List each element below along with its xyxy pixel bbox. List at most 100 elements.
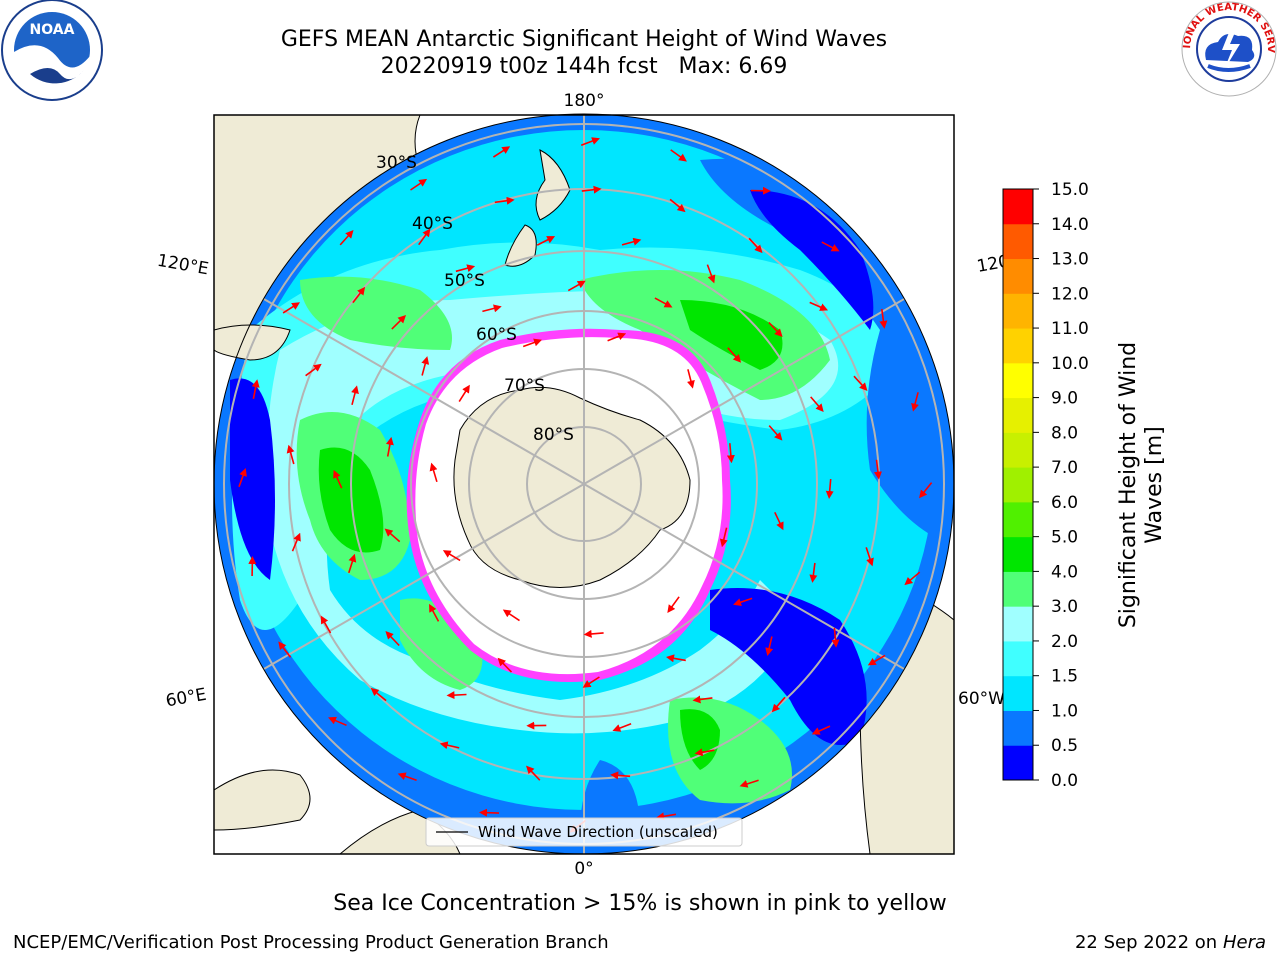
- colorbar-tick-label: 15.0: [1051, 180, 1089, 200]
- wave-direction-arrow: [739, 779, 759, 788]
- colorbar-segment: [1003, 189, 1033, 225]
- wave-direction-arrow: [580, 137, 600, 146]
- svg-text:NOAA: NOAA: [30, 22, 75, 38]
- colorbar-segment: [1003, 745, 1033, 781]
- antarctica: [453, 386, 691, 588]
- wave-direction-arrow: [667, 596, 680, 614]
- wave-direction-arrow: [479, 808, 500, 817]
- wave-direction-arrow: [692, 695, 713, 704]
- colorbar-segment: [1003, 571, 1033, 607]
- wave-direction-arrow: [687, 369, 695, 389]
- wave-direction-arrow: [291, 532, 301, 552]
- wave-direction-arrow: [809, 562, 818, 583]
- map-legend: Wind Wave Direction (unscaled): [425, 817, 743, 847]
- wave-direction-arrow: [429, 603, 440, 622]
- wave-direction-arrow: [384, 528, 401, 543]
- wave-direction-arrow: [873, 459, 882, 480]
- colorbar-tick-label: 10.0: [1051, 354, 1089, 374]
- wave-direction-arrow: [385, 631, 400, 647]
- wave-direction-arrow: [694, 748, 715, 757]
- colorbar-segment: [1003, 501, 1033, 538]
- colorbar-segment: [1003, 675, 1033, 711]
- wave-direction-arrow: [768, 321, 783, 338]
- wave-direction-arrow: [865, 547, 874, 567]
- colorbar-tick-label: 13.0: [1051, 250, 1089, 270]
- colorbar-tick-label: 0.5: [1051, 736, 1078, 756]
- wave-direction-arrow: [719, 527, 728, 548]
- graticule: [223, 115, 945, 854]
- svg-text:80°S: 80°S: [533, 425, 574, 445]
- nws-logo: NATIONAL WEATHER SERVICE: [1178, 0, 1277, 97]
- wave-direction-arrow: [502, 609, 520, 622]
- wave-direction-arrow: [238, 468, 247, 488]
- wave-direction-arrow: [458, 384, 470, 403]
- wave-direction-arrow: [494, 196, 515, 205]
- wave-direction-arrow: [348, 553, 357, 574]
- wave-direction-arrow: [286, 444, 295, 465]
- colorbar-label: Significant Height of Wind Waves [m]: [1116, 341, 1167, 629]
- colorbar-tick-label: 4.0: [1051, 562, 1078, 582]
- wind-wave-arrows: [238, 137, 933, 833]
- wave-direction-arrow: [810, 396, 824, 413]
- svg-text:0°: 0°: [574, 859, 593, 879]
- wave-direction-arrow: [765, 636, 774, 656]
- colorbar-segment: [1003, 710, 1033, 746]
- wave-direction-arrow: [282, 302, 300, 314]
- wave-direction-arrow: [825, 479, 834, 499]
- wave-direction-arrow: [919, 482, 933, 499]
- wave-direction-arrow: [333, 469, 343, 489]
- map-frame: [213, 114, 955, 855]
- colorbar-segment: [1003, 640, 1033, 677]
- colorbar-segment: [1003, 432, 1033, 468]
- colorbar-segment: [1003, 258, 1033, 294]
- wave-direction-arrow: [492, 146, 511, 158]
- wave-direction-arrow: [656, 812, 677, 821]
- svg-text:120°E: 120°E: [156, 251, 210, 280]
- wave-direction-arrow: [607, 332, 627, 342]
- wave-direction-arrow: [821, 241, 840, 252]
- noaa-logo: NOAA: [1, 0, 103, 101]
- wave-direction-arrow: [669, 198, 686, 213]
- svg-text:30°S: 30°S: [376, 153, 417, 173]
- wave-direction-arrow: [610, 771, 631, 780]
- svg-text:60°E: 60°E: [164, 685, 208, 712]
- svg-text:40°S: 40°S: [412, 214, 453, 234]
- legend-label: Wind Wave Direction (unscaled): [478, 823, 718, 841]
- wave-direction-arrow: [727, 347, 742, 363]
- colorbar-tick-label: 8.0: [1051, 423, 1078, 443]
- colorbar-tick-label: 12.0: [1051, 284, 1089, 304]
- colorbar-tick-label: 2.0: [1051, 632, 1078, 652]
- colorbar-tick-label: 1.5: [1051, 667, 1078, 687]
- colorbar: 0.0 0.5 1.0 1.5 2.0 3.0 4.0 5.0 6.0 7.0 8.0 9.0 10.0…: [1002, 180, 1089, 791]
- wave-direction-arrow: [442, 550, 461, 562]
- wave-direction-arrow: [879, 308, 888, 329]
- title-line-1: GEFS MEAN Antarctic Significant Height o…: [280, 27, 888, 52]
- colorbar-tick-label: 0.0: [1051, 771, 1078, 791]
- colorbar-segment: [1003, 397, 1033, 433]
- wave-direction-arrow: [733, 597, 753, 606]
- wave-direction-arrow: [853, 375, 868, 391]
- svg-text:70°S: 70°S: [504, 376, 545, 396]
- wave-direction-arrow: [670, 149, 687, 162]
- wave-direction-arrow: [278, 641, 292, 658]
- svg-text:180°: 180°: [564, 91, 605, 111]
- wave-direction-arrow: [439, 741, 460, 750]
- wave-direction-arrow: [446, 691, 467, 700]
- wave-direction-arrow: [911, 392, 919, 412]
- colorbar-segment: [1003, 328, 1033, 364]
- wave-direction-arrow: [320, 615, 332, 634]
- wave-direction-arrow: [771, 696, 786, 713]
- wave-direction-arrow: [305, 363, 322, 377]
- ice-note: Sea Ice Concentration > 15% is shown in …: [333, 891, 947, 916]
- wave-direction-arrow: [391, 314, 407, 330]
- lat-labels: 30°S 40°S 50°S 60°S 70°S 80°S: [376, 153, 574, 445]
- wave-direction-arrow: [666, 654, 686, 663]
- wave-direction-arrow: [418, 228, 431, 246]
- wave-direction-arrow: [867, 654, 886, 666]
- colorbar-segment: [1003, 606, 1033, 642]
- wave-direction-arrow: [370, 687, 387, 702]
- wave-direction-arrow: [429, 462, 438, 483]
- wave-direction-arrow: [351, 385, 359, 405]
- colorbar-segment: [1003, 223, 1033, 260]
